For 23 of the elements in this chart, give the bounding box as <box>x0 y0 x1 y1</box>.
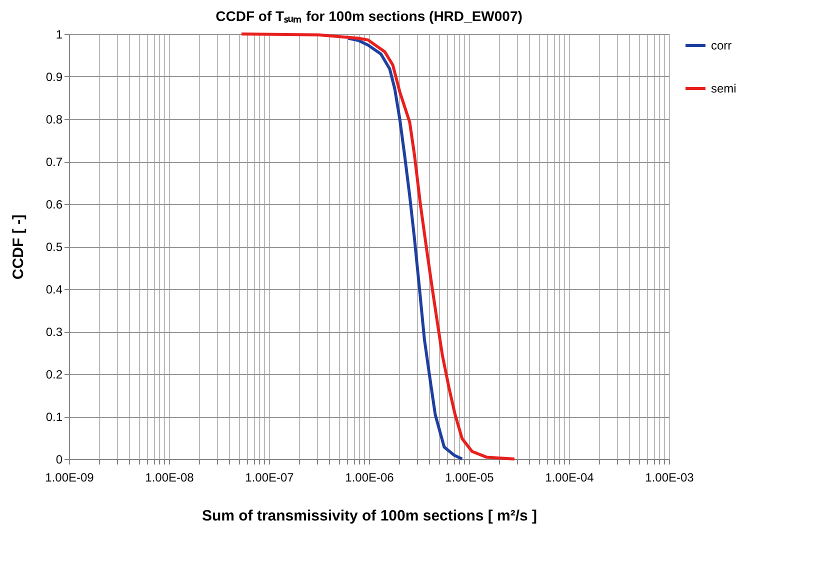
y-tick-label: 0 <box>56 452 63 466</box>
y-tick-label: 0.7 <box>46 155 63 169</box>
legend-label: corr <box>711 38 732 52</box>
x-tick-label: 1.00E-07 <box>245 470 294 484</box>
chart-title: CCDF of Tₛᵤₘ for 100m sections (HRD_EW007) <box>216 8 522 24</box>
y-tick-label: 0.4 <box>46 282 63 296</box>
x-tick-label: 1.00E-05 <box>445 470 494 484</box>
x-tick-label: 1.00E-04 <box>545 470 594 484</box>
y-tick-label: 0.2 <box>46 368 63 382</box>
y-tick-label: 0.3 <box>46 325 63 339</box>
x-axis-title: Sum of transmissivity of 100m sections [ m²/s ] <box>202 508 538 524</box>
x-tick-label: 1.00E-03 <box>645 470 694 484</box>
y-tick-label: 0.8 <box>46 112 63 126</box>
y-axis-title: CCDF [ -] <box>10 214 27 280</box>
y-tick-label: 0.9 <box>46 70 63 84</box>
x-tick-label: 1.00E-06 <box>345 470 394 484</box>
y-tick-label: 0.1 <box>46 410 63 424</box>
x-tick-label: 1.00E-09 <box>45 470 94 484</box>
y-tick-label: 0.6 <box>46 198 63 212</box>
y-tick-label: 1 <box>56 28 63 42</box>
y-tick-label: 0.5 <box>46 240 63 254</box>
legend-label: semi <box>711 82 736 96</box>
x-tick-label: 1.00E-08 <box>145 470 194 484</box>
